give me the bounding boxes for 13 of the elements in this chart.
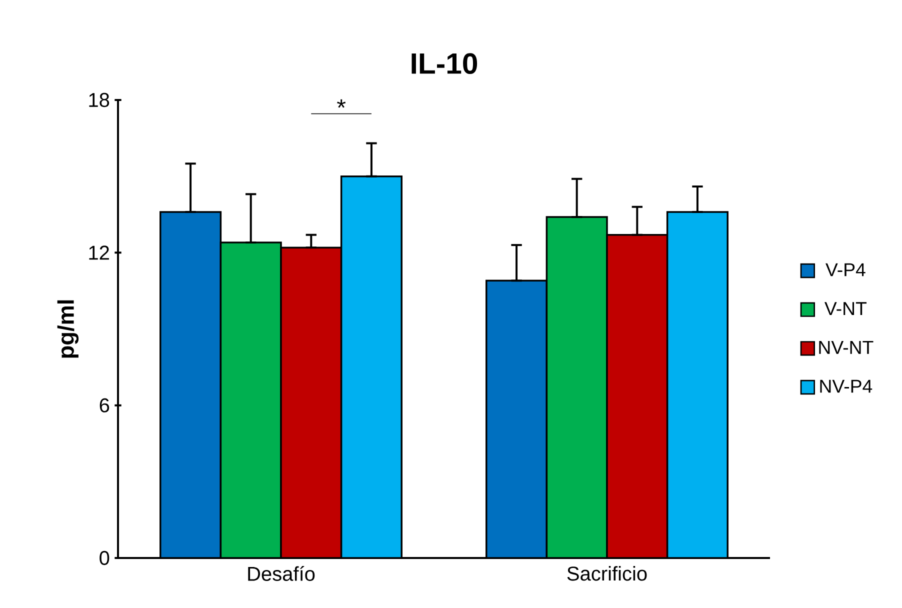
y-tick-label: 0 xyxy=(100,550,110,566)
legend-label: NV-NT xyxy=(819,341,874,354)
annotation: * xyxy=(337,99,346,108)
legend-label: V-P4 xyxy=(826,263,866,276)
chart-title: IL-10 xyxy=(412,53,478,74)
y-tick-label: 6 xyxy=(100,398,110,412)
x-tick-label: Desafío xyxy=(248,566,315,581)
x-tick-label: Sacrificio xyxy=(567,566,647,581)
y-tick-label: 12 xyxy=(89,246,109,260)
y-axis-title: pg/ml xyxy=(57,300,79,358)
y-tick-label: 18 xyxy=(89,92,110,108)
legend-label: NV-P4 xyxy=(820,380,872,393)
legend-label: V-NT xyxy=(824,302,867,315)
